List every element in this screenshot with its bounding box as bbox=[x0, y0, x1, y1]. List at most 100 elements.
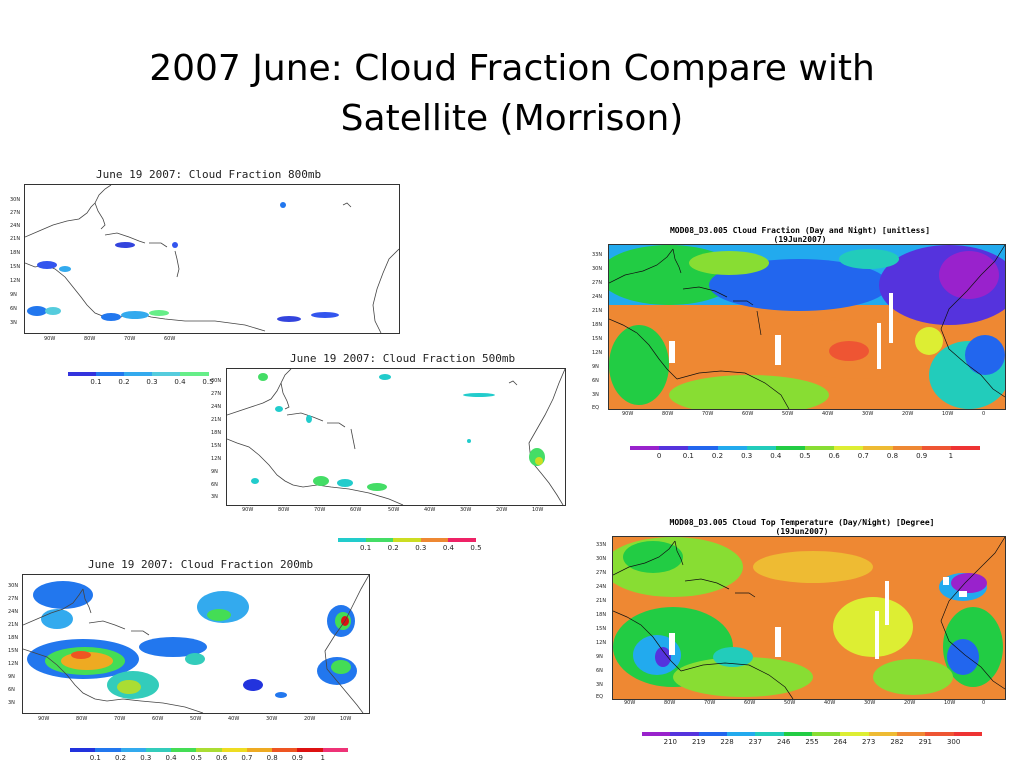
colorbar-segment bbox=[120, 748, 147, 752]
colorbar-500mb: 0.1 0.2 0.3 0.4 0.5 bbox=[338, 538, 482, 554]
colorbar-label: 255 bbox=[805, 738, 819, 746]
cloud-fraction-field bbox=[609, 245, 1005, 409]
colorbar-modis-cloud-top-temperature: 210 219 228 237 246 255 264 273 282 291 300 bbox=[642, 732, 983, 748]
cloud-patch bbox=[27, 306, 47, 316]
cloud-200mb bbox=[27, 581, 357, 699]
colorbar-segment bbox=[950, 446, 981, 450]
lon-label: 30W bbox=[460, 507, 472, 513]
cloud-patch bbox=[277, 316, 301, 322]
missing-data-swath bbox=[775, 627, 781, 657]
colorbar-label: 0.5 bbox=[470, 544, 482, 552]
panel-modis-cloud-top-temperature: MOD08_D3.005 Cloud Top Temperature (Day/… bbox=[592, 516, 1012, 764]
cloud-patch bbox=[41, 609, 73, 629]
field-patch bbox=[951, 573, 987, 593]
colorbar-segment bbox=[840, 732, 870, 736]
cloud-patch bbox=[258, 373, 268, 381]
coastline-south-america bbox=[676, 370, 790, 409]
map-500mb bbox=[226, 368, 566, 506]
colorbar-label: 300 bbox=[946, 738, 961, 746]
colorbar-label: 0.4 bbox=[165, 754, 177, 762]
lat-label: 27N bbox=[596, 570, 607, 576]
colorbar-segment bbox=[892, 446, 923, 450]
lat-label: 3N bbox=[8, 700, 15, 706]
coastline bbox=[23, 575, 369, 713]
colorbar-segment bbox=[152, 372, 181, 376]
colorbar-label: 0.9 bbox=[291, 754, 304, 762]
lat-label: 21N bbox=[596, 598, 607, 604]
cloud-patch bbox=[463, 393, 495, 397]
panel-500mb-title: June 19 2007: Cloud Fraction 500mb bbox=[290, 352, 516, 365]
lon-label: 40W bbox=[424, 507, 436, 513]
lon-label: 0 bbox=[982, 411, 986, 417]
lat-label: 12N bbox=[596, 640, 607, 646]
field-patch bbox=[873, 659, 953, 695]
colorbar-segment bbox=[272, 748, 298, 752]
cloud-patch bbox=[172, 242, 178, 248]
colorbar-segment bbox=[925, 732, 955, 736]
lon-label: 60W bbox=[164, 336, 176, 342]
missing-data-swath bbox=[885, 581, 889, 625]
colorbar-label: 0.4 bbox=[174, 378, 186, 386]
coastline-central-america bbox=[613, 610, 682, 672]
panel-500mb: June 19 2007: Cloud Fraction 500mb bbox=[208, 348, 570, 553]
lon-label: 70W bbox=[314, 507, 326, 513]
lon-label: 80W bbox=[662, 411, 674, 417]
field-patch bbox=[833, 597, 913, 657]
lat-label: 21N bbox=[10, 236, 21, 242]
colorbar-label: 0.3 bbox=[741, 452, 753, 460]
lat-label: 21N bbox=[592, 308, 603, 314]
colorbar-segment bbox=[95, 748, 122, 752]
colorbar-label: 291 bbox=[918, 738, 933, 746]
cloud-800mb bbox=[27, 202, 339, 322]
cloud-patch bbox=[207, 609, 231, 621]
cloud-patch bbox=[101, 313, 121, 321]
missing-data-swath bbox=[889, 293, 893, 343]
colorbar-label: 282 bbox=[890, 738, 904, 746]
modis-ctt-title-line-1: MOD08_D3.005 Cloud Top Temperature (Day/… bbox=[669, 518, 935, 527]
lat-label: 3N bbox=[592, 392, 599, 398]
coastline bbox=[609, 245, 1005, 409]
field-patch bbox=[673, 657, 813, 697]
lon-label: 60W bbox=[350, 507, 362, 513]
lat-label: 15N bbox=[592, 336, 603, 342]
map-200mb bbox=[22, 574, 370, 714]
colorbar-label: 0.8 bbox=[886, 452, 899, 460]
lat-label: 15N bbox=[8, 648, 19, 654]
lon-label: 0 bbox=[982, 700, 986, 706]
lon-label: 60W bbox=[152, 716, 164, 722]
lat-label: 12N bbox=[10, 278, 21, 284]
cloud-patch bbox=[251, 478, 259, 484]
colorbar-label: 0.3 bbox=[140, 754, 152, 762]
colorbar-label: 0.6 bbox=[216, 754, 228, 762]
colorbar-label: 1 bbox=[320, 754, 325, 762]
lat-label: 3N bbox=[596, 682, 603, 688]
colorbar-label: 0.5 bbox=[190, 754, 202, 762]
lon-label: 30W bbox=[864, 700, 876, 706]
colorbar-segment bbox=[171, 748, 197, 752]
lat-label: 27N bbox=[8, 596, 19, 602]
cloud-patch bbox=[37, 261, 57, 269]
lon-label: 10W bbox=[944, 700, 956, 706]
colorbar-segment bbox=[393, 538, 422, 542]
lat-label: 30N bbox=[592, 266, 603, 272]
cloud-top-temperature-field bbox=[613, 537, 1003, 697]
panel-800mb: June 19 2007: Cloud Fraction 800mb bbox=[8, 164, 408, 389]
lon-label: 20W bbox=[496, 507, 508, 513]
colorbar-label: 0.2 bbox=[387, 544, 399, 552]
colorbar-segment bbox=[746, 446, 777, 450]
colorbar-label: 0.4 bbox=[770, 452, 782, 460]
lon-label: 70W bbox=[114, 716, 126, 722]
colorbar-segment bbox=[755, 732, 785, 736]
map-modis-cloud-top-temperature bbox=[612, 536, 1006, 700]
lat-label: 33N bbox=[592, 252, 603, 258]
coastline-central-america bbox=[609, 318, 678, 380]
coastline-florida bbox=[672, 248, 682, 274]
cloud-patch bbox=[121, 311, 149, 319]
colorbar-segment bbox=[322, 748, 349, 752]
field-patch bbox=[623, 541, 683, 573]
coastline-cuba bbox=[682, 286, 728, 298]
colorbar-segment bbox=[448, 538, 477, 542]
colorbar-label: 210 bbox=[663, 738, 678, 746]
cloud-patch bbox=[306, 415, 312, 423]
lon-label: 80W bbox=[278, 507, 290, 513]
